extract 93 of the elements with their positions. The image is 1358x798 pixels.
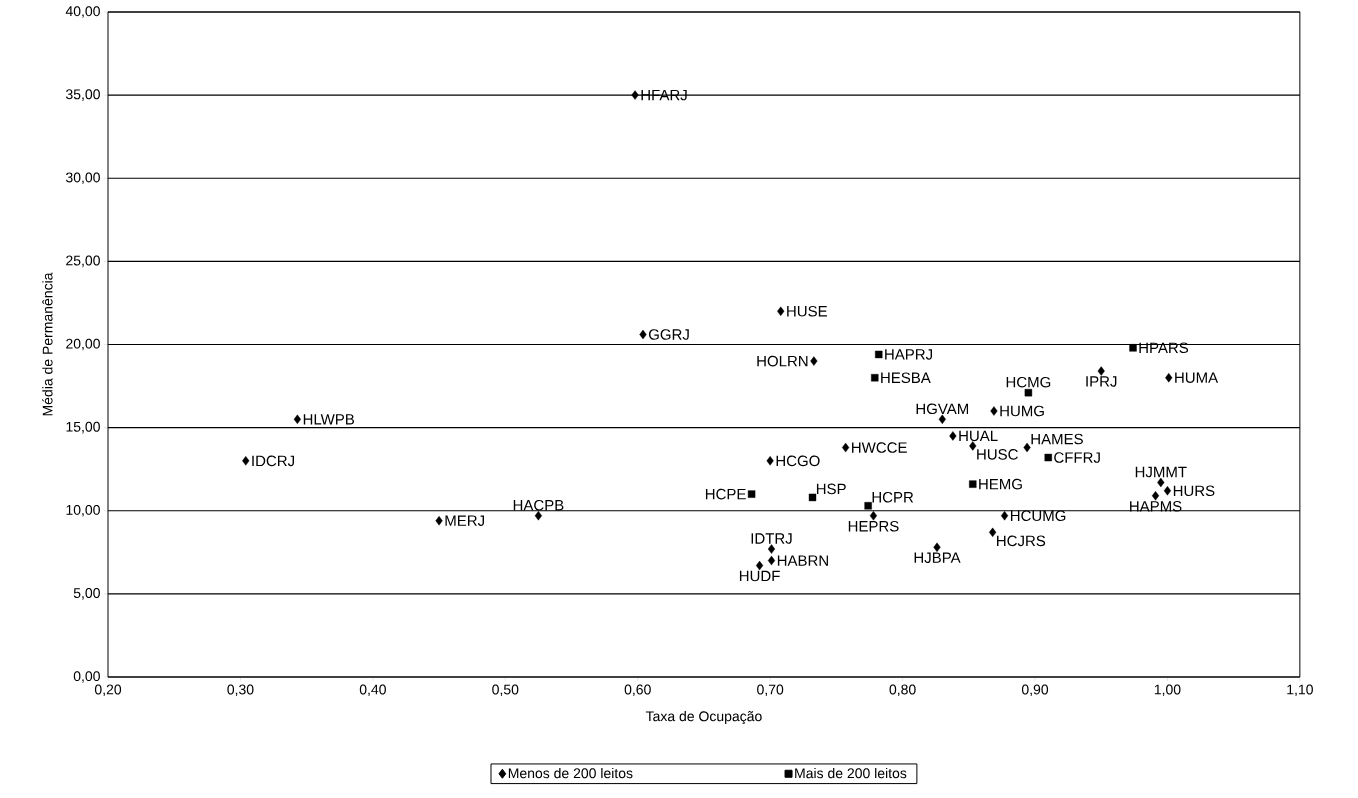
point	[747, 490, 756, 498]
annotation: MERJ	[445, 515, 484, 526]
legend-label: Mais de 200 leitos	[795, 767, 907, 779]
point	[435, 516, 443, 526]
point	[631, 90, 639, 100]
point	[767, 544, 776, 554]
point	[871, 374, 879, 382]
annotation: HAPRJ	[885, 349, 932, 360]
point	[1163, 486, 1172, 496]
point	[969, 480, 977, 488]
annotation: HSP	[816, 483, 846, 495]
annotation: HUSE	[787, 305, 827, 317]
y-tick-label: 15,00	[66, 421, 100, 434]
annotation: GGRJ	[648, 329, 689, 340]
point	[842, 442, 850, 453]
annotation: HCGO	[776, 455, 820, 467]
point	[639, 329, 647, 340]
y-tick-label: 30,00	[65, 172, 100, 185]
annotation: HABRN	[777, 555, 828, 566]
x-tick-label: 0,70	[757, 684, 784, 697]
x-tick-label: 0,80	[889, 684, 916, 697]
annotation: CFFRJ	[1054, 452, 1100, 463]
annotation: HUSC	[977, 449, 1018, 460]
x-tick-label: 0,50	[492, 684, 519, 697]
point	[875, 350, 883, 359]
x-tick-label: 0,30	[227, 684, 254, 697]
point	[869, 511, 878, 521]
annotation: HGVAM	[916, 403, 969, 415]
annotation: HAPMS	[1130, 500, 1182, 512]
point	[1024, 389, 1033, 397]
x-tick-label: 0,40	[359, 684, 386, 697]
y-tick-label: 10,00	[66, 504, 100, 517]
point	[293, 414, 301, 424]
point	[933, 542, 941, 553]
point	[810, 356, 818, 366]
point	[808, 493, 817, 502]
annotation: HAMES	[1031, 433, 1083, 445]
annotation: HUMA	[1175, 372, 1219, 383]
y-tick-label: 25,00	[66, 255, 100, 268]
x-tick-label: 1,00	[1154, 684, 1181, 697]
y-tick-label: 35,00	[65, 89, 100, 101]
y-tick-label: 0,00	[73, 671, 100, 683]
annotation: HESBA	[881, 372, 931, 384]
annotation: IDCRJ	[252, 455, 294, 467]
point	[755, 560, 764, 571]
y-tick-label: 5,00	[73, 588, 100, 600]
annotation: IPRJ	[1086, 376, 1117, 387]
point	[777, 306, 785, 316]
point	[767, 555, 776, 566]
point	[534, 511, 542, 521]
annotation: HOLRN	[757, 355, 808, 367]
annotation: HJMMT	[1135, 466, 1187, 478]
annotation: HCPR	[872, 491, 914, 503]
annotation: HJBPA	[914, 552, 961, 563]
annotation: HCPE	[705, 488, 746, 500]
annotation: HCJRS	[997, 535, 1046, 547]
annotation: HEMG	[979, 478, 1022, 490]
annotation: HLWPB	[303, 414, 355, 425]
annotation: HUMG	[1000, 405, 1044, 417]
point	[1000, 511, 1009, 521]
point	[1165, 373, 1173, 383]
point	[938, 414, 946, 424]
y-axis-title: Média de Permanência	[42, 272, 53, 416]
point	[1157, 477, 1165, 488]
annotation: HURS	[1173, 485, 1215, 497]
annotation: HEPRS	[848, 520, 899, 532]
y-tick-label: 40,00	[65, 6, 100, 18]
point	[1023, 442, 1031, 453]
point	[766, 456, 774, 466]
point	[1151, 491, 1160, 501]
point	[1097, 366, 1105, 376]
x-tick-label: 1,10	[1287, 684, 1313, 697]
annotation: HUAL	[959, 430, 998, 442]
point	[242, 456, 250, 466]
y-tick-label: 20,00	[66, 338, 100, 351]
legend-label: Menos de 200 leitos	[508, 767, 633, 779]
annotation: IDTRJ	[751, 533, 792, 544]
annotation: HUDF	[739, 570, 780, 582]
x-axis-title: Taxa de Ocupação	[645, 710, 762, 725]
point	[949, 431, 957, 441]
point	[990, 406, 998, 416]
point	[1044, 453, 1052, 462]
point	[989, 527, 997, 538]
annotation: HCMG	[1006, 376, 1051, 388]
x-tick-label: 0,90	[1021, 684, 1049, 697]
point	[864, 502, 872, 510]
annotation: HWCCE	[852, 442, 907, 453]
point	[1129, 344, 1137, 352]
x-tick-label: 0,60	[624, 684, 651, 697]
point	[969, 441, 977, 451]
annotation: HACPB	[513, 499, 564, 511]
annotation: HCUMG	[1010, 510, 1066, 522]
x-tick-label: 0,20	[94, 684, 122, 697]
